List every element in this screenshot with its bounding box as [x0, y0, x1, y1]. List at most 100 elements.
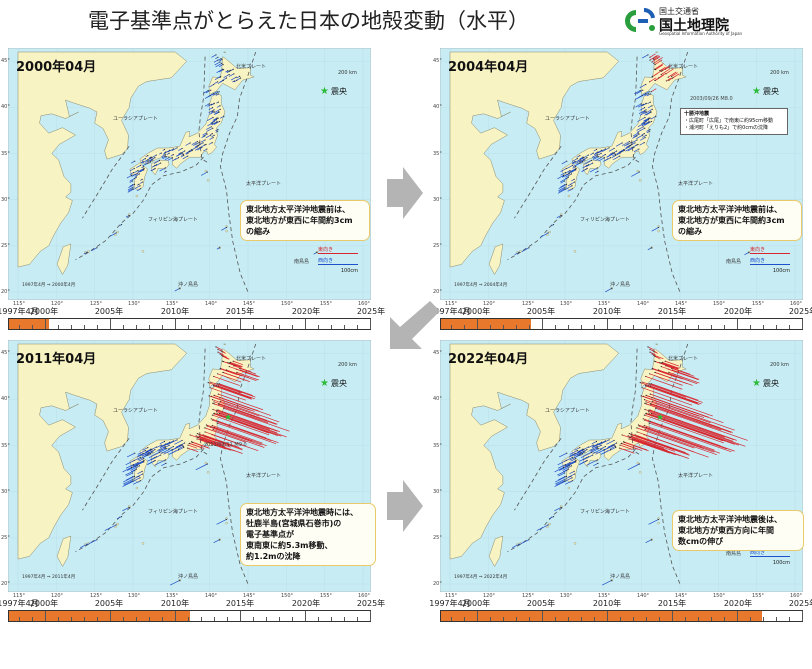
displacement-vector [560, 184, 566, 188]
timeline-year-label: 2015年 [225, 599, 255, 608]
displacement-vector [636, 127, 645, 133]
displacement-vector [569, 453, 576, 457]
displacement-vector [170, 449, 179, 454]
epicenter-legend-label: 震央 [762, 87, 779, 96]
timeline-minor-tick [357, 325, 358, 329]
callout-line: 東北地方太平洋沖地震前は、 [678, 205, 782, 214]
displacement-vector [556, 215, 562, 219]
displacement-vector [665, 360, 679, 367]
epicenter-star-icon: ★ [656, 413, 664, 423]
land-mainland [449, 343, 620, 560]
displacement-vector [236, 372, 259, 381]
displacement-vector [649, 373, 683, 386]
displacement-vector [137, 450, 146, 455]
displacement-vector [133, 480, 141, 485]
land-island [583, 159, 602, 176]
epicenter-legend-label: 震央 [330, 379, 347, 388]
displacement-vector [548, 516, 554, 520]
displacement-vector [651, 227, 659, 232]
displacement-vector [192, 442, 210, 449]
displacement-vector [560, 168, 567, 172]
displacement-vector [149, 157, 156, 161]
displacement-vector [213, 385, 253, 400]
lat-tick-label: 35° [433, 443, 442, 449]
timeline-minor-tick [619, 325, 621, 329]
displacement-vector [593, 463, 599, 467]
lon-tick-label: 155° [752, 301, 765, 307]
displacement-vector [122, 507, 130, 512]
displacement-vector [218, 64, 224, 68]
timeline-tick [109, 611, 111, 621]
displacement-vector [163, 445, 170, 449]
timeline-start-label: 1997年4月 [0, 599, 39, 608]
displacement-vector [569, 454, 581, 461]
displacement-vector [577, 449, 584, 453]
timeline-minor-tick [18, 617, 20, 621]
timeline-minor-tick [580, 617, 582, 621]
displacement-vector [128, 184, 135, 189]
displacement-vector [655, 361, 673, 368]
displacement-vector [185, 151, 190, 154]
displacement-vector [592, 155, 598, 159]
timeline-minor-tick [554, 617, 556, 621]
displacement-vector [672, 73, 680, 79]
map-scale: 200 km [338, 70, 357, 76]
displacement-vector [222, 356, 229, 360]
displacement-vector [130, 468, 137, 473]
timeline-tick [802, 319, 803, 329]
displacement-vector [652, 368, 677, 378]
displacement-vector [132, 460, 145, 467]
displacement-vector [233, 365, 252, 373]
displacement-vector [209, 387, 246, 401]
displacement-vector [560, 180, 565, 184]
displacement-vector [630, 434, 675, 450]
displacement-vector [615, 151, 622, 155]
displacement-vector [577, 448, 584, 453]
timeline-tick [671, 319, 673, 329]
timeline-minor-tick [789, 617, 790, 621]
timeline-minor-tick [645, 325, 647, 329]
displacement-vector [211, 121, 217, 126]
displacement-vector [205, 134, 211, 139]
displacement-vector [164, 157, 170, 161]
displacement-vector [521, 247, 530, 252]
displacement-vector [586, 459, 598, 466]
callout-line: 東北地方太平洋沖地震時には、 [246, 508, 358, 517]
plate-label-north-american: 北米プレート [668, 64, 699, 70]
map-panel-2004: 2004年04月 ★ 震央 200 km 北米プレート ユーラシアプレート 太平洋プレートフ… [429, 48, 812, 348]
period-range: 1997年4月 ⇒ 2022年4月 [454, 575, 508, 580]
displacement-vector [650, 404, 732, 433]
displacement-vector [615, 142, 623, 147]
plate-boundary [198, 56, 209, 164]
displacement-vector [514, 252, 520, 256]
plate-boundary [507, 156, 636, 261]
displacement-vector [125, 464, 134, 469]
displacement-vector [648, 409, 734, 441]
lat-tick-label: 25° [1, 243, 10, 249]
displacement-vector [200, 144, 206, 148]
timeline-start-label: 1997年4月 [429, 599, 471, 608]
lat-tick-label: 40° [1, 104, 10, 110]
displacement-vector [642, 121, 649, 126]
displacement-vector [645, 429, 717, 455]
timeline-year-label: 2000年 [461, 307, 491, 316]
lat-tick-label: 45° [433, 350, 442, 356]
timeline-year-label: 2020年 [723, 599, 753, 608]
timeline-year-label: 2000年 [29, 307, 59, 316]
displacement-vector [124, 480, 133, 486]
timeline-year-label: 2005年 [94, 307, 124, 316]
displacement-vector [653, 55, 660, 60]
displacement-vector [564, 461, 576, 468]
displacement-vector [601, 147, 610, 153]
timeline-minor-tick [580, 325, 582, 329]
displacement-vector [155, 162, 161, 167]
land-mainland [17, 51, 188, 268]
displacement-vector [167, 446, 174, 450]
displacement-vector [639, 111, 647, 116]
lat-tick-label: 20° [433, 581, 442, 587]
displacement-vector [633, 439, 680, 456]
displacement-vector [205, 89, 211, 94]
plate-label-philippine: フィリピン海プレート [148, 217, 198, 223]
lon-tick-label: 135° [598, 301, 611, 307]
displacement-vector [633, 148, 640, 153]
